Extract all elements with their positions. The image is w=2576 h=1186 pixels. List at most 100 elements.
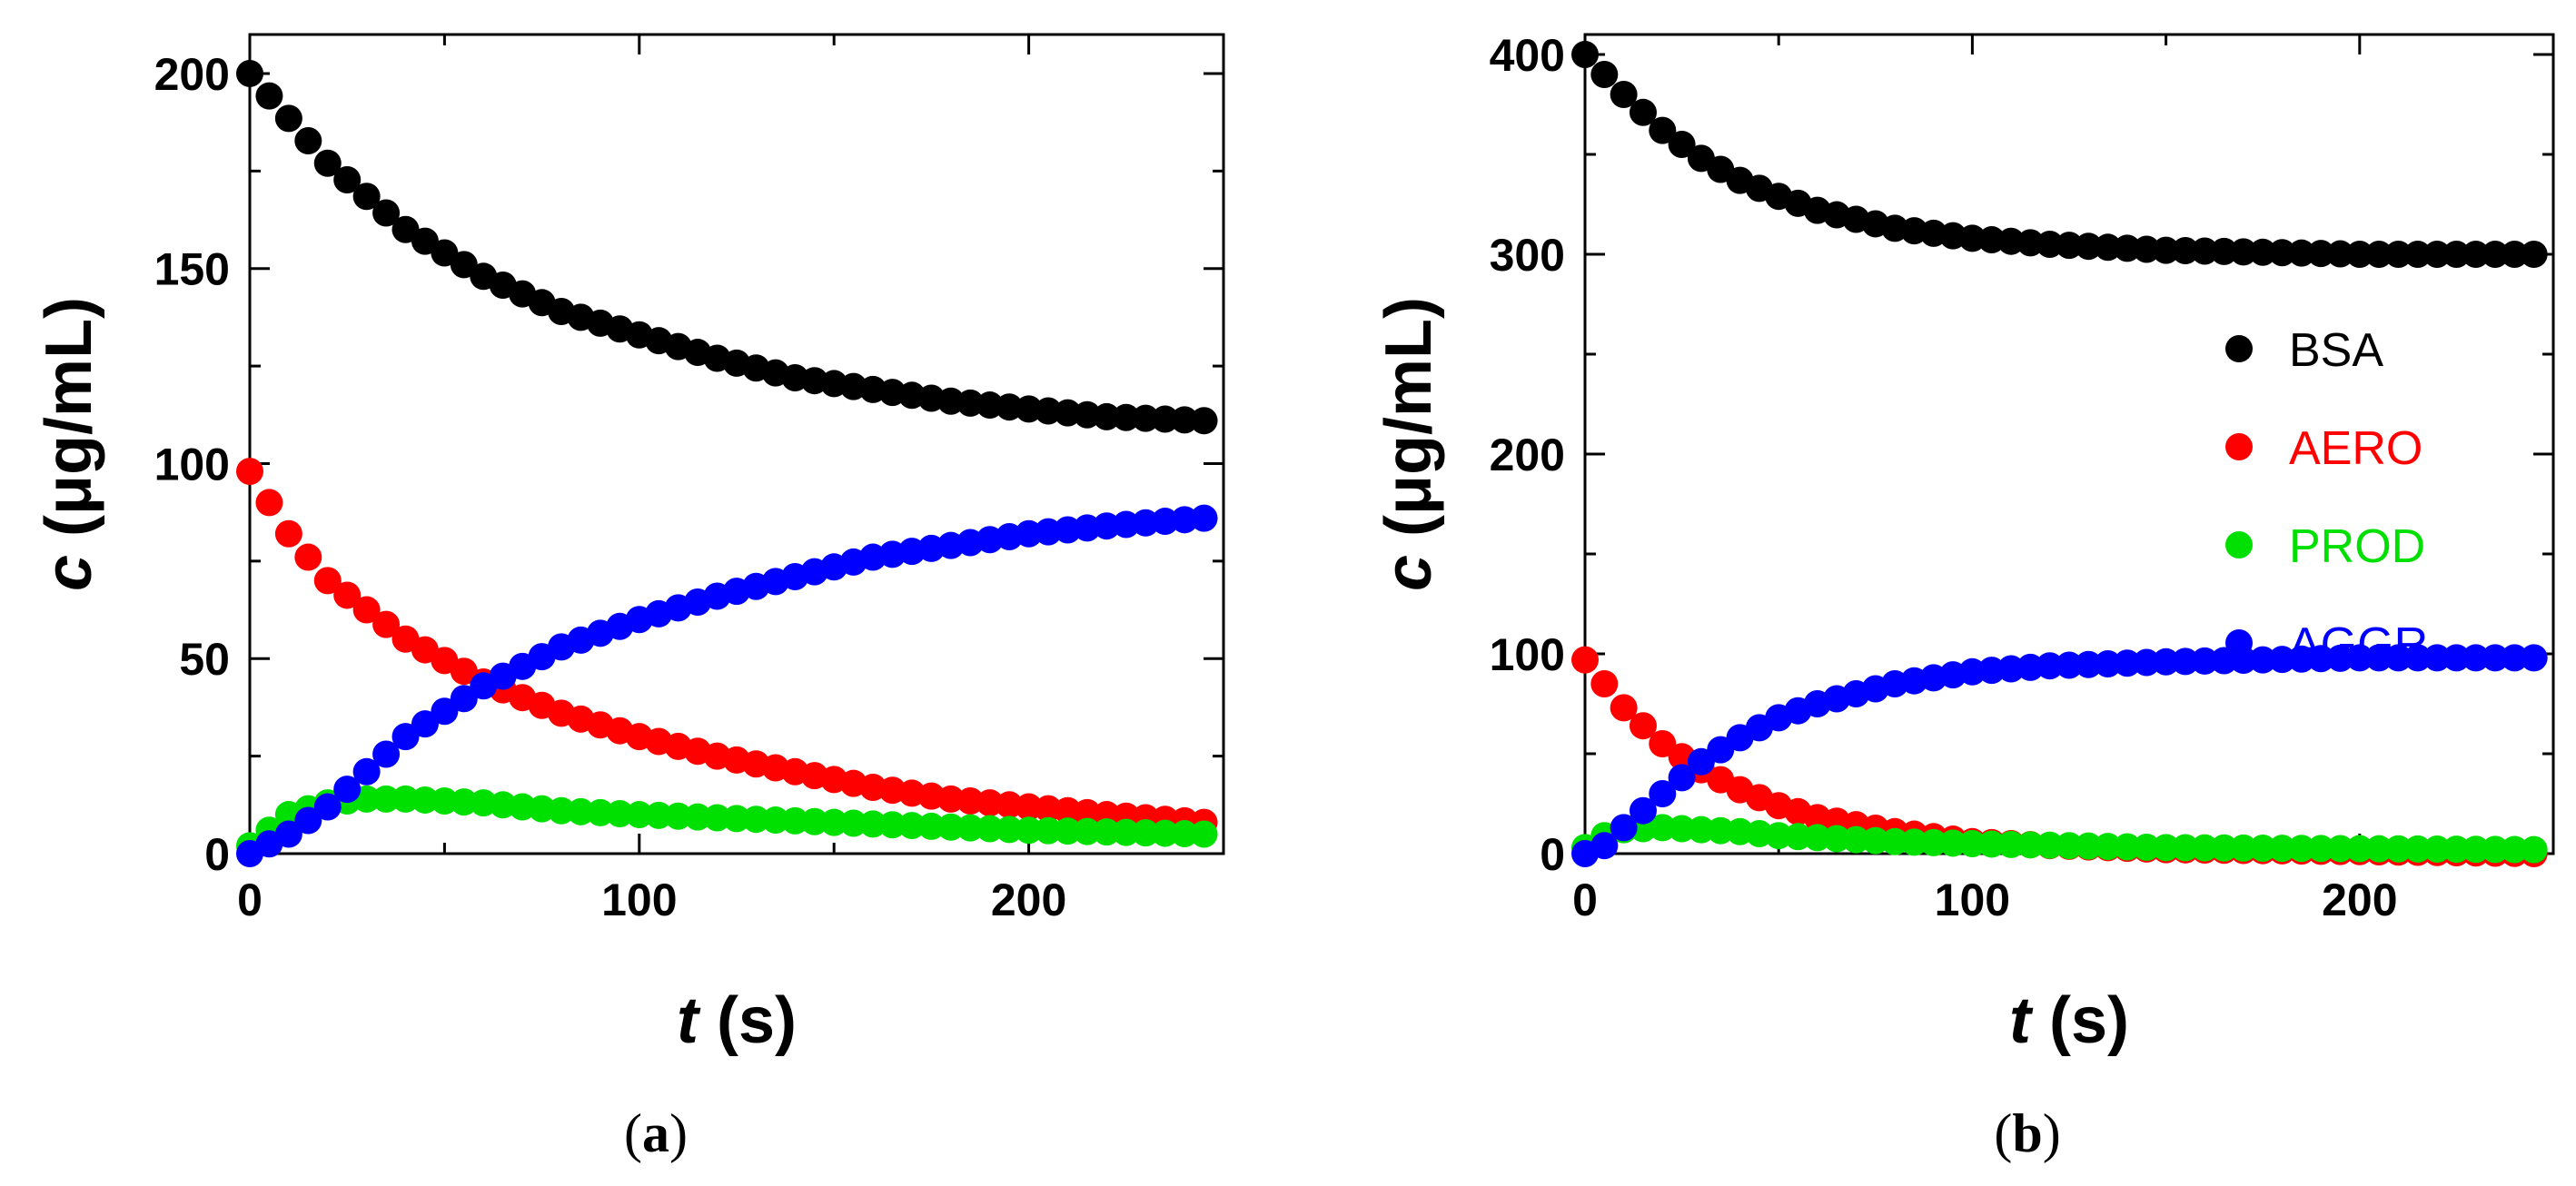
data-point [2442, 241, 2471, 268]
legend-label-aero: AERO [2289, 422, 2422, 475]
y-tick-label: 200 [154, 49, 230, 100]
y-axis-title: c (μg/mL) [1372, 297, 1445, 591]
data-point [548, 796, 576, 825]
x-tick-label: 0 [1572, 875, 1598, 925]
data-point [1171, 406, 1199, 434]
data-point [1073, 817, 1101, 845]
data-point [586, 798, 614, 826]
data-point [2520, 835, 2548, 864]
data-point [2133, 648, 2161, 677]
data-point [1590, 832, 1619, 860]
x-axis-variable: t [2009, 984, 2034, 1057]
data-point [2482, 835, 2510, 864]
data-point [1093, 402, 1121, 430]
data-point [2423, 241, 2452, 268]
data-point [1803, 824, 1831, 852]
data-point [2423, 835, 2452, 864]
data-point [1977, 657, 2006, 685]
y-axis-unit: (μg/mL) [1372, 297, 1445, 555]
data-point [450, 685, 478, 713]
legend-label-bsa: BSA [2289, 324, 2383, 377]
data-point [1842, 825, 1870, 854]
legend-marker-prod [2225, 531, 2253, 558]
data-point [1190, 820, 1218, 848]
data-point [1151, 405, 1179, 433]
data-point [1112, 818, 1140, 846]
data-point [1190, 407, 1218, 435]
panel-caption: (a) [624, 1103, 688, 1163]
data-point [411, 786, 439, 814]
data-point [859, 810, 887, 838]
data-point [2075, 832, 2103, 860]
data-point [2152, 647, 2180, 676]
panel-caption: (b) [1994, 1103, 2060, 1163]
data-point [1629, 796, 1657, 825]
data-point [742, 805, 770, 834]
data-point [625, 801, 653, 829]
data-point [2365, 241, 2393, 268]
data-point [2442, 835, 2471, 864]
data-point [2171, 237, 2199, 265]
data-point [936, 813, 965, 841]
data-point [2520, 644, 2548, 672]
data-point [391, 785, 420, 813]
data-point [2501, 835, 2529, 864]
data-point [2287, 835, 2315, 863]
data-point [313, 567, 342, 595]
data-point [372, 785, 401, 813]
x-axis-unit: (s) [2031, 984, 2129, 1057]
data-point [2171, 834, 2199, 862]
data-point [2268, 835, 2296, 863]
data-point [2501, 241, 2529, 268]
x-axis-title: t (s) [677, 984, 797, 1057]
data-point [1629, 712, 1657, 740]
data-point [294, 127, 322, 155]
series-aggr [1571, 644, 2548, 867]
data-point [2384, 241, 2413, 268]
y-tick-label: 100 [1490, 629, 1565, 680]
data-point [255, 489, 283, 517]
data-point [820, 808, 848, 836]
data-point [2326, 835, 2354, 863]
data-point [2133, 235, 2161, 263]
y-axis-variable: c [33, 555, 105, 591]
legend-label-aggr: AGGR [2289, 618, 2428, 671]
x-tick-label: 200 [991, 875, 1066, 925]
series-aggr [236, 504, 1218, 867]
data-point [2442, 644, 2471, 672]
data-point [2249, 834, 2277, 862]
data-point [1687, 815, 1715, 844]
data-point [1668, 764, 1696, 792]
y-tick-label: 200 [1490, 430, 1565, 480]
data-point [1668, 131, 1696, 158]
data-point [1919, 828, 1947, 856]
data-point [2326, 240, 2354, 268]
data-point [1997, 227, 2026, 255]
data-point [1590, 670, 1619, 697]
data-point [2249, 238, 2277, 266]
y-tick-label: 0 [1540, 829, 1565, 880]
data-point [567, 797, 595, 825]
data-point [236, 59, 263, 87]
data-point [2403, 644, 2432, 672]
data-point [294, 806, 322, 835]
data-point [2056, 832, 2083, 860]
y-tick-label: 50 [179, 634, 230, 685]
data-point [1649, 780, 1677, 807]
panel-label: b [2012, 1103, 2042, 1163]
data-point [723, 805, 750, 833]
plot-frame [248, 33, 1225, 855]
data-point [2016, 229, 2045, 257]
legend-label-prod: PROD [2289, 520, 2425, 573]
data-point [2462, 835, 2490, 864]
data-point [2307, 645, 2335, 673]
x-tick-label: 0 [237, 875, 263, 925]
data-point [1171, 820, 1199, 848]
data-point [1015, 816, 1043, 845]
data-point [2191, 647, 2219, 675]
data-point [1668, 815, 1696, 843]
data-point [1997, 655, 2026, 683]
data-point [1900, 828, 1928, 856]
data-point [333, 581, 362, 609]
